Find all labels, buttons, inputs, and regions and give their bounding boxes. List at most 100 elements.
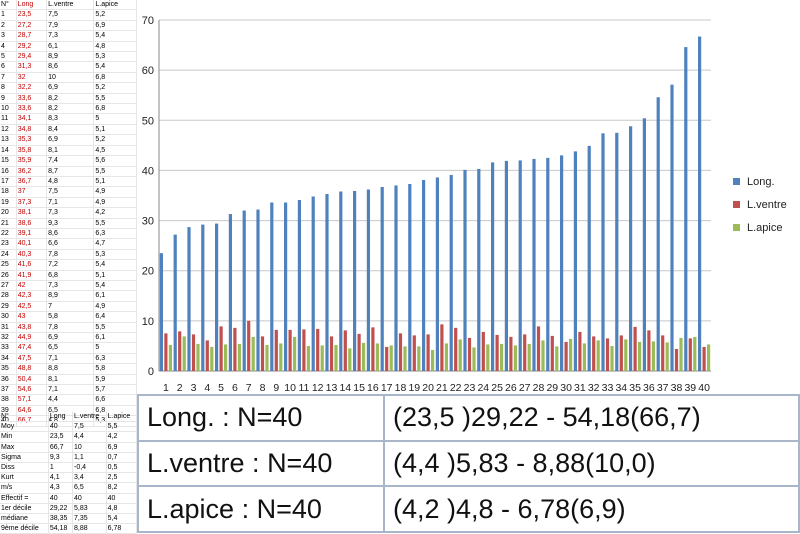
- table-cell: 32: [16, 72, 48, 84]
- table-cell: 29,2: [16, 41, 48, 53]
- table-row: 11 34,1 8,3 5: [0, 113, 137, 125]
- bar-lapice: [638, 341, 642, 371]
- bar-lventre: [674, 348, 679, 371]
- table-cell: 8,9: [46, 51, 95, 63]
- bar-long: [435, 177, 439, 371]
- y-tick-label: 30: [142, 216, 154, 228]
- table-row: 20 38,1 7,3 4,2: [0, 207, 137, 219]
- bar-lventre: [357, 333, 361, 371]
- table-cell: 42: [16, 280, 48, 292]
- table-cell: 40: [106, 493, 138, 504]
- table-cell: 35,9: [16, 155, 48, 167]
- bar-lventre: [481, 331, 485, 371]
- table-cell: 9: [0, 93, 17, 105]
- table-row: 14 35,8 8,1 4,5: [0, 145, 137, 157]
- x-tick-label: 23: [464, 382, 476, 394]
- bar-lventre: [412, 335, 416, 371]
- table-cell: 9,3: [46, 218, 95, 229]
- table-cell: Max: [0, 442, 49, 453]
- bar-lapice: [431, 349, 435, 371]
- table-row: 24 40,3 7,8 5,3: [0, 249, 137, 261]
- table-cell: m/s: [0, 482, 49, 494]
- table-cell: 1,1: [72, 452, 107, 464]
- bar-lventre: [523, 334, 527, 371]
- bar-long: [587, 145, 591, 371]
- bar-long: [463, 169, 467, 371]
- table-cell: 33,6: [16, 93, 48, 105]
- table-cell: 6,8: [93, 72, 137, 84]
- bar-long: [615, 132, 619, 371]
- table-cell: 6,1: [93, 332, 137, 344]
- bar-long: [670, 84, 674, 371]
- table-cell: 7,3: [46, 207, 95, 219]
- table-cell: 1er décile: [0, 503, 49, 515]
- table-cell: 4,4: [72, 431, 107, 443]
- y-tick-label: 10: [142, 316, 154, 328]
- table-cell: 7,1: [46, 353, 95, 365]
- table-cell: 43,8: [16, 322, 48, 334]
- legend-label: L.ventre: [747, 199, 787, 211]
- bar-lventre: [619, 335, 623, 371]
- table-row: 31 43,8 7,8 5,5: [0, 322, 137, 334]
- table-cell: 2: [0, 20, 17, 32]
- table-cell: Moy: [0, 421, 49, 433]
- x-tick-label: 3: [191, 382, 197, 394]
- bar-lventre: [426, 334, 430, 371]
- bar-long: [366, 189, 370, 371]
- bar-lapice: [555, 346, 559, 371]
- table-cell: 42,3: [16, 290, 48, 302]
- table-cell: 5,4: [93, 61, 137, 73]
- table-row: 12 34,8 8,4 5,1: [0, 124, 137, 136]
- table-cell: 22: [0, 228, 17, 240]
- table-cell: 5,5: [106, 421, 138, 433]
- table-cell: 29,22: [48, 503, 73, 515]
- x-tick-label: 17: [381, 382, 393, 394]
- table-cell: 6,9: [106, 442, 138, 453]
- table-cell: 5,1: [93, 124, 137, 136]
- table-row: 16 36,2 8,7 5,5: [0, 166, 137, 177]
- table-cell: 5,5: [93, 322, 137, 334]
- table-cell: 7,3: [46, 30, 95, 42]
- table-cell: 8,1: [46, 145, 95, 157]
- table-cell: 5,5: [93, 93, 137, 105]
- bar-lventre: [702, 346, 706, 371]
- bar-lventre: [440, 324, 444, 371]
- table-cell: 47,4: [16, 342, 48, 354]
- table-cell: 37: [16, 186, 48, 198]
- range-label: L.apice : N=40: [137, 485, 385, 533]
- table-cell: 6,1: [46, 41, 95, 53]
- x-tick-label: 32: [588, 382, 600, 394]
- bar-lapice: [444, 343, 448, 371]
- table-cell: 19: [0, 197, 17, 209]
- bar-lventre: [454, 327, 458, 371]
- table-row: 22 39,1 8,6 6,3: [0, 228, 137, 240]
- bar-long: [256, 209, 260, 371]
- table-cell: 5,1: [93, 176, 137, 188]
- table-cell: 40: [48, 493, 73, 504]
- table-cell: 54,6: [16, 384, 48, 396]
- bar-lapice: [334, 344, 338, 371]
- table-cell: 34,1: [16, 113, 48, 125]
- stats-row: 9ème décile 54,18 8,88 6,78: [0, 523, 138, 534]
- bar-lapice: [306, 345, 310, 371]
- bar-long: [601, 133, 605, 371]
- table-row: 18 37 7,5 4,9: [0, 186, 137, 198]
- bar-long: [215, 223, 219, 371]
- table-row: 6 31,3 8,6 5,4: [0, 61, 137, 73]
- table-cell: 15: [0, 155, 17, 167]
- table-cell: 4,9: [93, 197, 137, 209]
- table-cell: 30: [0, 311, 17, 323]
- bar-lapice: [168, 344, 172, 371]
- table-row: 26 41,9 6,8 5,1: [0, 270, 137, 281]
- table-cell: 36,7: [16, 176, 48, 188]
- table-header-row: N° Long L.ventre L.apice: [0, 412, 138, 423]
- bar-lventre: [467, 337, 472, 371]
- table-row: 28 42,3 8,9 6,1: [0, 290, 137, 302]
- table-cell: 0,7: [106, 452, 138, 464]
- table-cell: 7,8: [46, 249, 95, 261]
- column-header: L.ventre: [46, 0, 95, 11]
- table-cell: 37,3: [16, 197, 48, 209]
- table-cell: 5,2: [93, 82, 137, 94]
- table-cell: 40,1: [16, 238, 48, 250]
- x-tick-label: 1: [163, 382, 169, 394]
